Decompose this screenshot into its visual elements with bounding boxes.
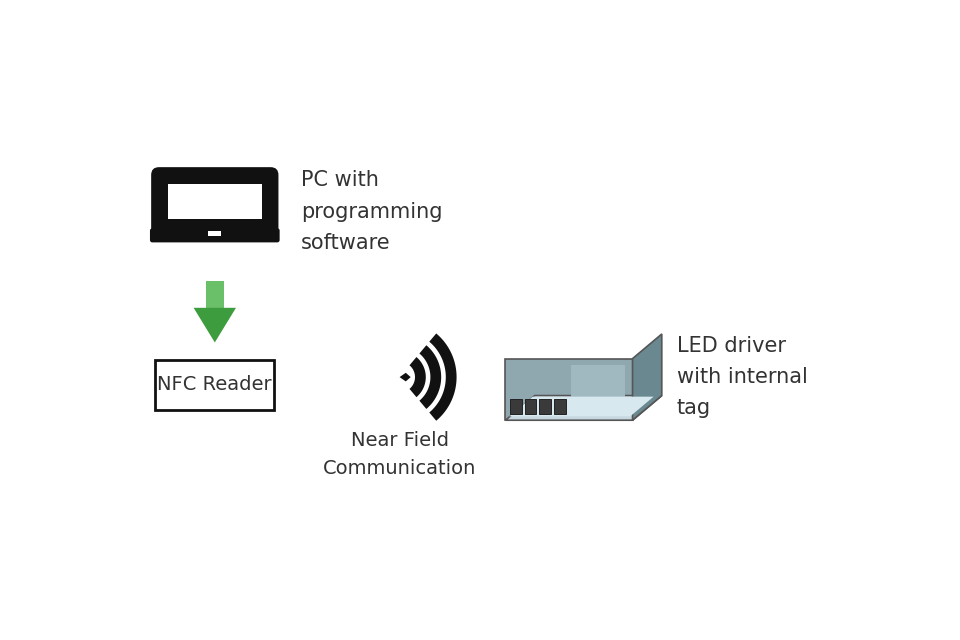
Bar xyxy=(571,365,625,413)
Bar xyxy=(525,399,537,414)
Text: Near Field
Communication: Near Field Communication xyxy=(323,431,476,478)
Bar xyxy=(540,399,551,414)
Polygon shape xyxy=(399,372,411,381)
Polygon shape xyxy=(429,333,457,420)
Bar xyxy=(554,399,565,414)
Polygon shape xyxy=(506,358,633,420)
Text: LED driver
with internal
tag: LED driver with internal tag xyxy=(677,336,807,419)
Polygon shape xyxy=(194,308,236,342)
FancyBboxPatch shape xyxy=(151,167,278,236)
Polygon shape xyxy=(420,345,442,409)
Bar xyxy=(510,399,521,414)
Polygon shape xyxy=(506,396,661,420)
Bar xyxy=(168,184,262,219)
Polygon shape xyxy=(205,281,224,308)
Polygon shape xyxy=(510,397,654,417)
Bar xyxy=(156,360,275,410)
Polygon shape xyxy=(633,334,661,420)
FancyBboxPatch shape xyxy=(150,228,279,243)
Text: NFC Reader: NFC Reader xyxy=(157,375,272,394)
Bar xyxy=(208,230,222,236)
Polygon shape xyxy=(410,357,426,397)
Text: PC with
programming
software: PC with programming software xyxy=(301,170,443,253)
